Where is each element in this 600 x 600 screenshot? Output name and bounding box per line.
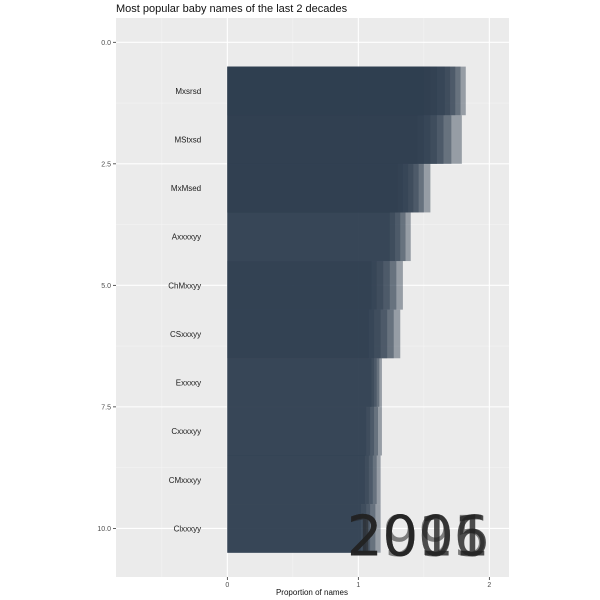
x-tick-label: 2 <box>487 582 491 589</box>
name-label: Clxxxyy <box>174 524 202 533</box>
bar <box>227 261 372 310</box>
bar <box>227 309 375 359</box>
bar <box>227 504 371 553</box>
bar <box>227 504 361 553</box>
bar <box>227 115 431 164</box>
bar <box>227 66 424 116</box>
bar <box>227 115 452 164</box>
bar <box>227 309 401 359</box>
bar <box>227 261 377 310</box>
bar <box>227 66 456 116</box>
name-label: Mxsrsd <box>175 87 201 96</box>
bar <box>227 163 424 213</box>
name-label: MStxsd <box>174 136 201 145</box>
bar <box>227 309 394 359</box>
bar <box>227 406 367 456</box>
year-label: 2016 <box>347 505 490 570</box>
bar <box>227 212 411 262</box>
bar <box>227 406 382 456</box>
name-labels-layer: Mxsrsd MStxsd MxMsed Axxxxyy ChMxxyy CSxxxyy E… <box>168 87 201 533</box>
year-label: 1996 <box>347 505 490 570</box>
year-label: 2005 <box>347 505 490 570</box>
name-label: Axxxxyy <box>172 233 201 242</box>
bar <box>227 406 375 456</box>
bar <box>227 504 381 553</box>
bar <box>227 66 431 116</box>
y-tick-label: 0.0 <box>101 40 111 47</box>
bar <box>227 406 371 456</box>
bar <box>227 163 414 213</box>
year-label: 2011 <box>347 505 490 570</box>
bar <box>227 504 376 553</box>
bar <box>227 358 380 407</box>
bar <box>227 261 403 310</box>
bar <box>227 261 384 310</box>
bar <box>227 358 377 407</box>
bar <box>227 66 451 116</box>
bar <box>227 115 444 164</box>
bar <box>227 212 401 262</box>
bar <box>227 66 466 116</box>
name-label: MxMsed <box>171 184 201 193</box>
bar <box>227 455 369 505</box>
bar <box>227 163 419 213</box>
name-label: Cxxxxyy <box>171 427 201 436</box>
bar <box>227 358 372 407</box>
bar <box>227 115 462 164</box>
bar <box>227 163 409 213</box>
bar <box>227 406 378 456</box>
bar <box>227 212 406 262</box>
plot-panel <box>116 18 509 577</box>
y-tick-label: 10.0 <box>97 526 111 533</box>
bar <box>227 309 388 359</box>
bar <box>227 66 445 116</box>
bar <box>227 115 437 164</box>
x-tick-label: 1 <box>356 582 360 589</box>
ticks-layer: 0 1 2 0.0 2.5 5.0 7.5 10.0 <box>97 40 491 589</box>
name-label: ChMxxyy <box>168 281 201 290</box>
bars-layer <box>227 66 466 553</box>
bar <box>227 163 398 213</box>
bar <box>227 455 365 505</box>
bar <box>227 309 381 359</box>
y-tick-label: 2.5 <box>101 161 111 168</box>
bar <box>227 66 437 116</box>
name-label: Exxxxy <box>176 379 201 388</box>
bar <box>227 261 397 310</box>
bar <box>227 309 369 359</box>
year-label: 2001 <box>347 505 490 570</box>
bar <box>227 115 424 164</box>
bar <box>227 455 373 505</box>
grid-layer <box>116 18 509 577</box>
bar <box>227 455 377 505</box>
bar <box>227 261 390 310</box>
x-axis-label: Proportion of names <box>276 588 348 597</box>
name-label: CSxxxyy <box>170 330 201 339</box>
bar <box>227 212 390 262</box>
bar <box>227 455 381 505</box>
x-tick-label: 0 <box>225 582 229 589</box>
y-tick-label: 5.0 <box>101 283 111 290</box>
name-label: CMxxxyy <box>169 476 201 485</box>
bar <box>227 115 418 164</box>
bar <box>227 358 382 407</box>
bar <box>227 163 403 213</box>
bar <box>227 66 461 116</box>
chart-title: Most popular baby names of the last 2 de… <box>116 3 348 15</box>
bar <box>227 504 367 553</box>
bar <box>227 212 396 262</box>
y-tick-label: 7.5 <box>101 404 111 411</box>
bar <box>227 163 431 213</box>
bar <box>227 358 375 407</box>
